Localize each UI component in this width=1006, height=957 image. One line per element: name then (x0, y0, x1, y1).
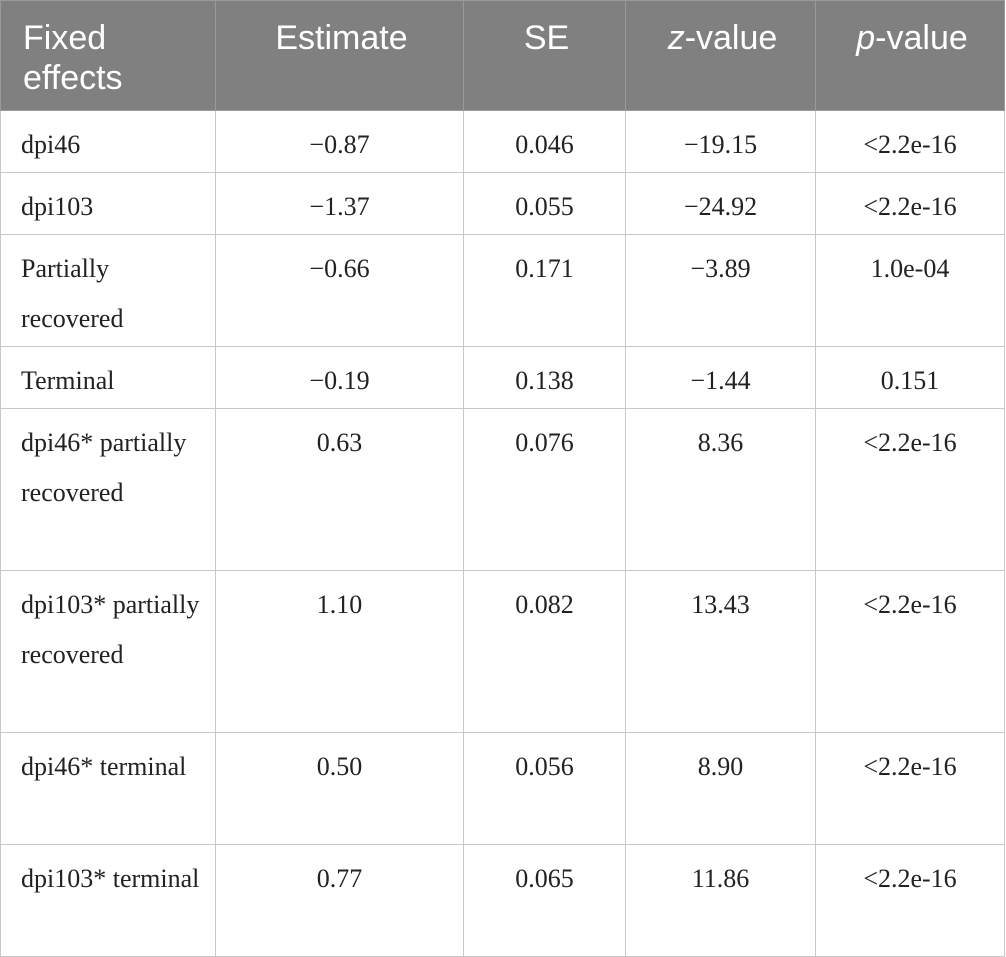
cell-se: 0.171 (463, 234, 626, 347)
cell-effect: dpi103 (0, 172, 216, 235)
cell-effect: Partially recovered (0, 234, 216, 347)
cell-p-value: <2.2e-16 (815, 732, 1005, 845)
cell-estimate: −1.37 (215, 172, 464, 235)
cell-se: 0.056 (463, 732, 626, 845)
cell-se: 0.055 (463, 172, 626, 235)
table-row: dpi46* terminal 0.50 0.056 8.90 <2.2e-16 (0, 732, 1005, 845)
cell-z-value: −19.15 (625, 110, 816, 173)
header-p-symbol: p (856, 19, 876, 57)
cell-z-value: 8.36 (625, 408, 816, 571)
cell-effect: dpi103* partially recovered (0, 570, 216, 733)
cell-se: 0.046 (463, 110, 626, 173)
cell-p-value: <2.2e-16 (815, 570, 1005, 733)
table-row: dpi46* partially recovered 0.63 0.076 8.… (0, 408, 1005, 571)
cell-z-value: −24.92 (625, 172, 816, 235)
table-row: dpi103* terminal 0.77 0.065 11.86 <2.2e-… (0, 844, 1005, 957)
header-row: Fixed effects Estimate SE z-value p-valu… (0, 0, 1005, 111)
header-z-suffix: -value (684, 19, 778, 57)
cell-effect: dpi46* partially recovered (0, 408, 216, 571)
table-row: dpi46 −0.87 0.046 −19.15 <2.2e-16 (0, 110, 1005, 173)
cell-p-value: <2.2e-16 (815, 110, 1005, 173)
cell-p-value: <2.2e-16 (815, 408, 1005, 571)
cell-estimate: 1.10 (215, 570, 464, 733)
cell-estimate: −0.19 (215, 346, 464, 409)
header-z-symbol: z (667, 19, 685, 57)
cell-estimate: 0.63 (215, 408, 464, 571)
cell-p-value: 1.0e-04 (815, 234, 1005, 347)
cell-z-value: −1.44 (625, 346, 816, 409)
table-row: dpi103* partially recovered 1.10 0.082 1… (0, 570, 1005, 733)
cell-effect: dpi46* terminal (0, 732, 216, 845)
header-estimate: Estimate (215, 0, 464, 111)
cell-effect: Terminal (0, 346, 216, 409)
cell-p-value: <2.2e-16 (815, 172, 1005, 235)
cell-se: 0.076 (463, 408, 626, 571)
table-row: Terminal −0.19 0.138 −1.44 0.151 (0, 346, 1005, 409)
header-se: SE (463, 0, 626, 111)
cell-se: 0.138 (463, 346, 626, 409)
header-fixed-effects: Fixed effects (0, 0, 216, 111)
cell-p-value: 0.151 (815, 346, 1005, 409)
cell-estimate: −0.66 (215, 234, 464, 347)
cell-effect: dpi46 (0, 110, 216, 173)
cell-z-value: 11.86 (625, 844, 816, 957)
table-row: Partially recovered −0.66 0.171 −3.89 1.… (0, 234, 1005, 347)
cell-se: 0.082 (463, 570, 626, 733)
cell-z-value: −3.89 (625, 234, 816, 347)
cell-z-value: 13.43 (625, 570, 816, 733)
cell-estimate: −0.87 (215, 110, 464, 173)
cell-se: 0.065 (463, 844, 626, 957)
cell-estimate: 0.50 (215, 732, 464, 845)
header-p-value: p-value (815, 0, 1005, 111)
cell-p-value: <2.2e-16 (815, 844, 1005, 957)
cell-effect: dpi103* terminal (0, 844, 216, 957)
cell-estimate: 0.77 (215, 844, 464, 957)
table-row: dpi103 −1.37 0.055 −24.92 <2.2e-16 (0, 172, 1005, 235)
header-z-value: z-value (625, 0, 816, 111)
cell-z-value: 8.90 (625, 732, 816, 845)
header-p-suffix: -value (875, 19, 968, 57)
